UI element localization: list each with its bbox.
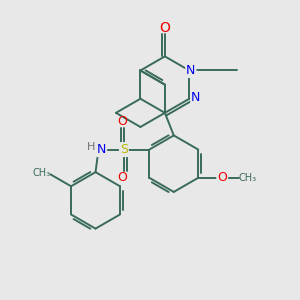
Text: O: O bbox=[217, 171, 227, 184]
Text: H: H bbox=[87, 142, 95, 152]
Text: O: O bbox=[118, 115, 128, 128]
Text: O: O bbox=[118, 171, 128, 184]
Text: CH₃: CH₃ bbox=[238, 173, 256, 183]
Text: N: N bbox=[191, 91, 200, 104]
Text: CH₃: CH₃ bbox=[32, 168, 50, 178]
Text: O: O bbox=[159, 20, 170, 34]
Text: N: N bbox=[97, 143, 106, 156]
Text: N: N bbox=[186, 64, 196, 77]
Text: S: S bbox=[120, 143, 128, 156]
